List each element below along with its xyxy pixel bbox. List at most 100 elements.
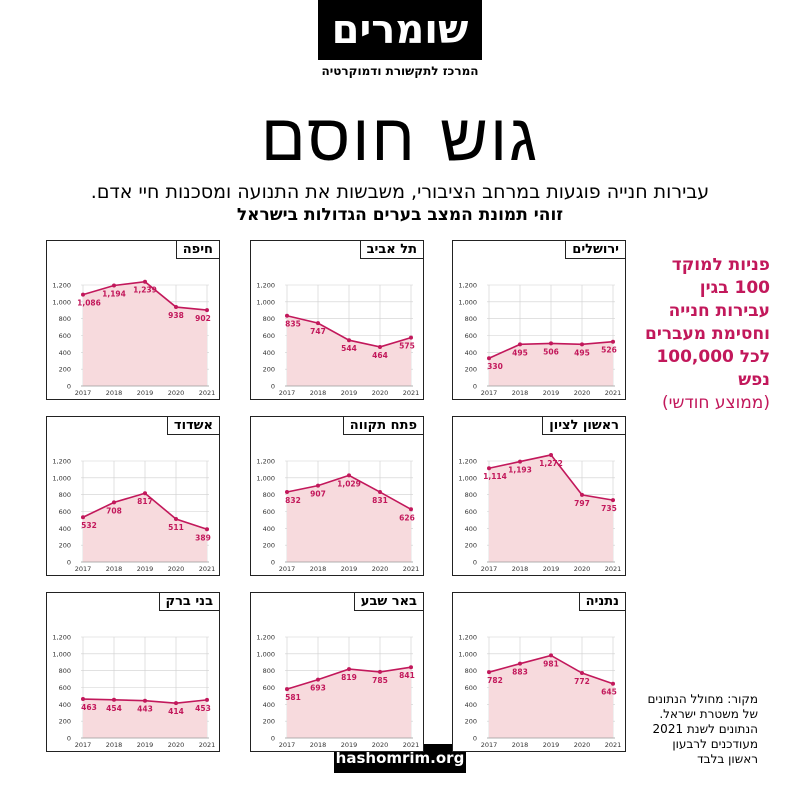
x-tick-label: 2021 xyxy=(199,741,216,749)
data-label: 443 xyxy=(137,705,153,714)
y-tick-label: 600 xyxy=(59,684,71,692)
data-point xyxy=(347,338,351,343)
data-point xyxy=(81,515,85,520)
data-point xyxy=(518,459,522,464)
data-label: 883 xyxy=(512,668,528,677)
data-label: 495 xyxy=(574,348,590,357)
x-tick-label: 2017 xyxy=(75,565,92,573)
data-point xyxy=(549,653,553,658)
logo: שומרים xyxy=(318,0,482,60)
x-tick-label: 2018 xyxy=(310,565,327,573)
x-tick-label: 2017 xyxy=(481,565,498,573)
x-tick-label: 2020 xyxy=(372,389,389,397)
y-tick-label: 800 xyxy=(465,315,477,323)
y-tick-label: 0 xyxy=(67,735,71,743)
city-label: אשדוד xyxy=(166,416,220,435)
x-tick-label: 2020 xyxy=(574,565,591,573)
y-tick-label: 200 xyxy=(465,366,477,374)
data-point xyxy=(580,342,584,347)
x-tick-label: 2017 xyxy=(481,741,498,749)
data-label: 819 xyxy=(341,673,357,682)
x-tick-label: 2021 xyxy=(403,741,420,749)
y-tick-label: 600 xyxy=(263,684,275,692)
data-label: 1,272 xyxy=(539,459,563,468)
data-point xyxy=(285,313,289,318)
chart-panel-beer-sheva: 0 200 400 600 800 1,000 1,200 581 693 819 785 841 20… xyxy=(250,592,424,752)
y-tick-label: 1,000 xyxy=(52,650,71,658)
city-label: חיפה xyxy=(175,240,220,259)
y-tick-label: 1,200 xyxy=(52,634,71,642)
data-point xyxy=(143,491,147,496)
city-label: בני ברק xyxy=(158,592,220,611)
x-tick-label: 2018 xyxy=(106,565,123,573)
data-point xyxy=(205,308,209,313)
data-label: 797 xyxy=(574,499,590,508)
data-label: 330 xyxy=(487,362,503,371)
x-tick-label: 2019 xyxy=(543,565,560,573)
area-fill xyxy=(83,493,207,562)
chart-svg: 0 200 400 600 800 1,000 1,200 330 495 506 495 526 20… xyxy=(458,282,621,398)
city-label: ירושלים xyxy=(565,240,626,259)
data-point xyxy=(112,697,116,702)
y-tick-label: 1,000 xyxy=(256,474,275,482)
y-tick-label: 0 xyxy=(473,383,477,391)
data-point xyxy=(174,516,178,521)
x-tick-label: 2021 xyxy=(605,565,622,573)
y-tick-label: 600 xyxy=(59,332,71,340)
chart-panel-tel-aviv: 0 200 400 600 800 1,000 1,200 835 747 544 464 575 20… xyxy=(250,240,424,400)
x-tick-label: 2020 xyxy=(574,741,591,749)
chart-panel-petah-tikva: 0 200 400 600 800 1,000 1,200 832 907 1,029 831 626… xyxy=(250,416,424,576)
x-tick-label: 2021 xyxy=(605,741,622,749)
y-tick-label: 200 xyxy=(59,366,71,374)
data-point xyxy=(549,341,553,346)
data-label: 747 xyxy=(310,327,326,336)
x-tick-label: 2019 xyxy=(341,565,358,573)
data-label: 464 xyxy=(372,351,388,360)
data-label: 389 xyxy=(195,533,211,542)
chart-svg: 0 200 400 600 800 1,000 1,200 782 883 981 772 645 20… xyxy=(458,634,622,750)
chart-panel-rishon-lezion: 0 200 400 600 800 1,000 1,200 1,114 1,193 1,272 79… xyxy=(452,416,626,576)
data-label: 841 xyxy=(399,671,415,680)
data-point xyxy=(347,473,351,478)
data-label: 1,194 xyxy=(102,290,126,299)
data-point xyxy=(409,665,413,670)
city-label: פתח תקווה xyxy=(342,416,424,435)
data-label: 831 xyxy=(372,496,388,505)
data-label: 414 xyxy=(168,707,184,716)
x-tick-label: 2019 xyxy=(341,389,358,397)
source-note: מקור: מחולל הנתונים של משטרת ישראל. הנתו… xyxy=(647,692,758,766)
x-tick-label: 2018 xyxy=(106,389,123,397)
y-tick-label: 1,000 xyxy=(458,474,477,482)
data-label: 835 xyxy=(285,320,301,329)
x-tick-label: 2019 xyxy=(341,741,358,749)
x-tick-label: 2020 xyxy=(372,565,389,573)
x-tick-label: 2020 xyxy=(574,389,591,397)
data-point xyxy=(316,321,320,326)
city-label: נתניה xyxy=(578,592,626,611)
data-point xyxy=(487,670,491,675)
x-tick-label: 2017 xyxy=(279,741,296,749)
y-tick-label: 800 xyxy=(59,491,71,499)
data-point xyxy=(611,681,615,686)
x-tick-label: 2018 xyxy=(512,389,529,397)
area-fill xyxy=(287,667,411,738)
x-tick-label: 2017 xyxy=(481,389,498,397)
y-tick-label: 1,200 xyxy=(52,282,71,290)
x-tick-label: 2020 xyxy=(168,389,185,397)
y-tick-label: 400 xyxy=(59,701,71,709)
data-point xyxy=(316,483,320,488)
chart-svg: 0 200 400 600 800 1,000 1,200 463 454 443 414 453 20… xyxy=(52,634,216,750)
chart-panel-haifa: 0 200 400 600 800 1,000 1,200 1,086 1,194 1,239 93… xyxy=(46,240,220,400)
x-tick-label: 2017 xyxy=(279,389,296,397)
y-tick-label: 600 xyxy=(263,508,275,516)
data-label: 511 xyxy=(168,523,184,532)
area-fill xyxy=(489,454,613,562)
data-label: 817 xyxy=(137,497,153,506)
area-fill xyxy=(287,475,411,562)
x-tick-label: 2017 xyxy=(75,741,92,749)
x-tick-label: 2017 xyxy=(279,565,296,573)
x-tick-label: 2019 xyxy=(137,565,154,573)
y-tick-label: 400 xyxy=(263,349,275,357)
